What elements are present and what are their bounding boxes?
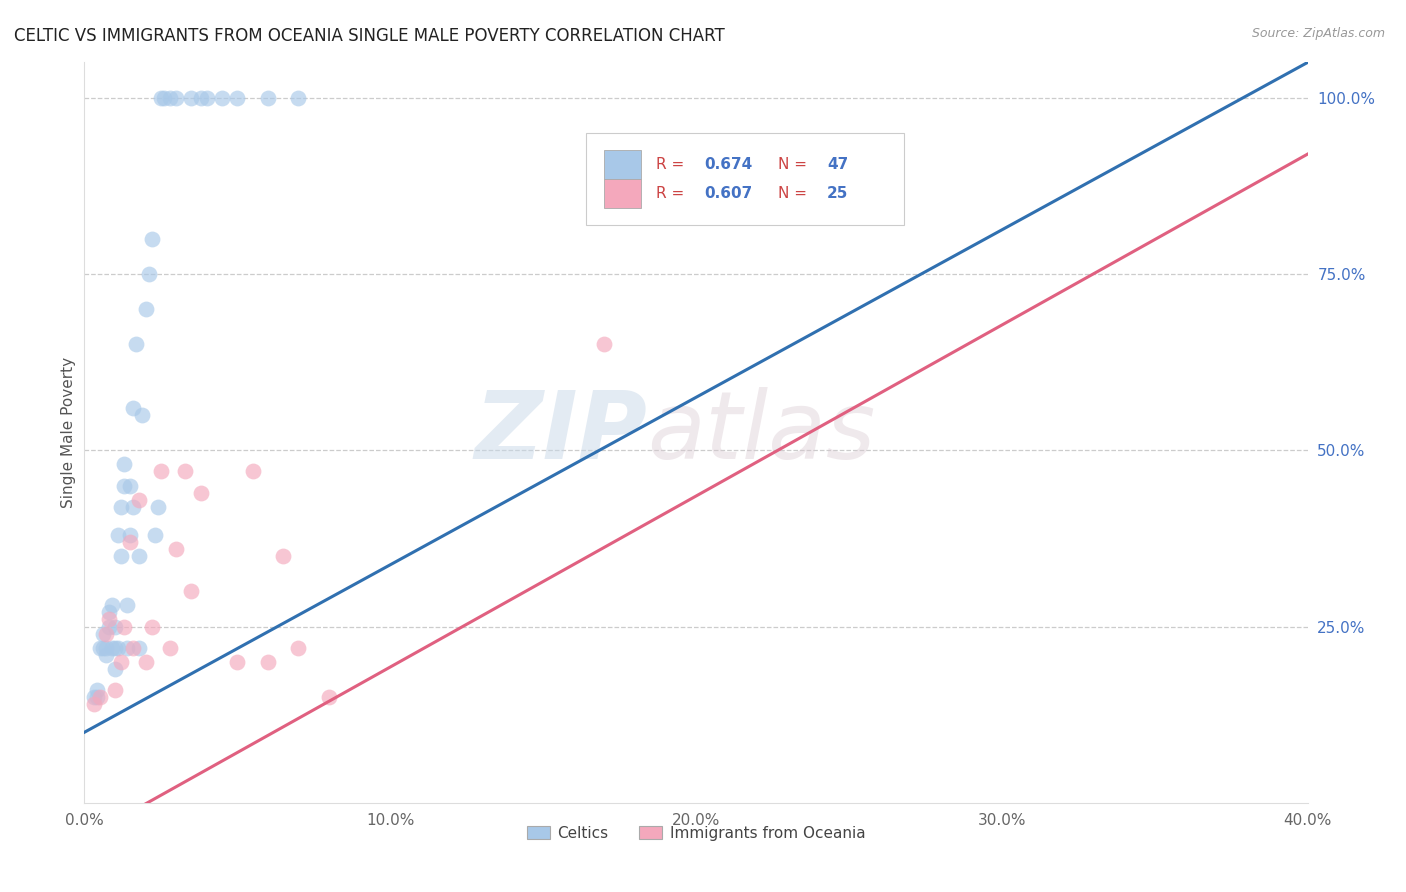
Point — [149, 464, 172, 478]
Point — [180, 584, 202, 599]
FancyBboxPatch shape — [586, 133, 904, 226]
Point — [104, 619, 127, 633]
Point — [593, 337, 616, 351]
Point — [101, 640, 124, 655]
Point — [122, 500, 145, 514]
Text: 0.607: 0.607 — [704, 186, 752, 201]
Point — [104, 683, 127, 698]
Text: 47: 47 — [827, 157, 848, 172]
Text: CELTIC VS IMMIGRANTS FROM OCEANIA SINGLE MALE POVERTY CORRELATION CHART: CELTIC VS IMMIGRANTS FROM OCEANIA SINGLE… — [14, 27, 725, 45]
Point — [138, 267, 160, 281]
Point — [287, 91, 309, 105]
Point — [190, 91, 212, 105]
Point — [94, 626, 117, 640]
Point — [94, 640, 117, 655]
Point — [120, 535, 142, 549]
FancyBboxPatch shape — [605, 150, 641, 179]
Point — [86, 690, 108, 704]
Point — [122, 401, 145, 415]
Point — [112, 458, 135, 472]
Point — [83, 697, 105, 711]
Point — [226, 655, 249, 669]
Point — [135, 655, 157, 669]
Point — [128, 549, 150, 563]
Text: atlas: atlas — [647, 387, 876, 478]
Point — [226, 91, 249, 105]
Point — [107, 640, 129, 655]
Point — [211, 91, 233, 105]
Text: Source: ZipAtlas.com: Source: ZipAtlas.com — [1251, 27, 1385, 40]
Text: N =: N = — [778, 186, 811, 201]
Point — [97, 606, 120, 620]
Point — [174, 464, 197, 478]
Point — [112, 619, 135, 633]
Point — [97, 612, 120, 626]
Text: ZIP: ZIP — [474, 386, 647, 479]
Text: N =: N = — [778, 157, 811, 172]
Point — [257, 655, 280, 669]
Point — [120, 528, 142, 542]
Point — [165, 541, 187, 556]
Point — [115, 640, 138, 655]
Point — [89, 640, 111, 655]
Point — [122, 640, 145, 655]
Point — [94, 648, 117, 662]
Point — [153, 91, 176, 105]
Point — [146, 500, 169, 514]
Point — [287, 640, 309, 655]
Text: R =: R = — [655, 157, 689, 172]
Point — [120, 478, 142, 492]
Legend: Celtics, Immigrants from Oceania: Celtics, Immigrants from Oceania — [520, 820, 872, 847]
Point — [141, 232, 163, 246]
Point — [242, 464, 264, 478]
Point — [101, 599, 124, 613]
Point — [135, 302, 157, 317]
Point — [190, 485, 212, 500]
Point — [180, 91, 202, 105]
Text: 0.674: 0.674 — [704, 157, 752, 172]
FancyBboxPatch shape — [605, 178, 641, 209]
Point — [86, 683, 108, 698]
Point — [128, 640, 150, 655]
Point — [91, 640, 114, 655]
Point — [149, 91, 172, 105]
Text: R =: R = — [655, 186, 689, 201]
Point — [271, 549, 294, 563]
Point — [125, 337, 148, 351]
Y-axis label: Single Male Poverty: Single Male Poverty — [60, 357, 76, 508]
Point — [257, 91, 280, 105]
Point — [89, 690, 111, 704]
Point — [110, 655, 132, 669]
Point — [107, 528, 129, 542]
Point — [318, 690, 340, 704]
Point — [91, 626, 114, 640]
Point — [141, 619, 163, 633]
Point — [159, 91, 181, 105]
Point — [112, 478, 135, 492]
Point — [110, 500, 132, 514]
Text: 25: 25 — [827, 186, 848, 201]
Point — [165, 91, 187, 105]
Point — [104, 662, 127, 676]
Point — [83, 690, 105, 704]
Point — [159, 640, 181, 655]
Point — [143, 528, 166, 542]
Point — [195, 91, 218, 105]
Point — [115, 599, 138, 613]
Point — [128, 492, 150, 507]
Point — [104, 640, 127, 655]
Point — [131, 408, 153, 422]
Point — [110, 549, 132, 563]
Point — [97, 619, 120, 633]
